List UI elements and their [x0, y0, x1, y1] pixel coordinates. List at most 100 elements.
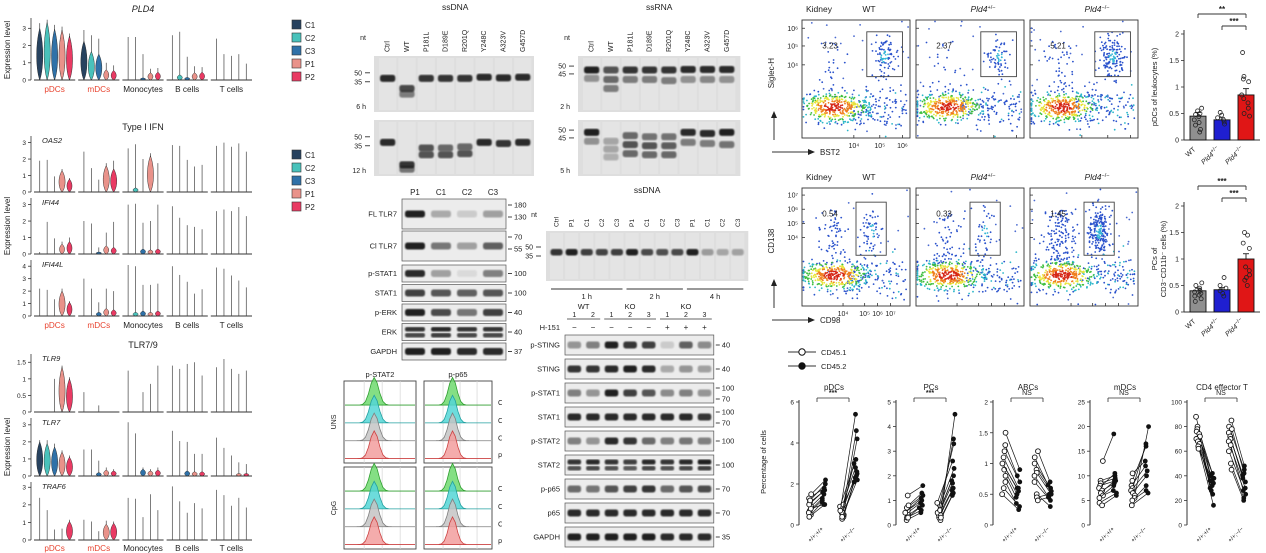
lane-label: C2: [599, 218, 606, 227]
marker-label: 45: [558, 135, 566, 142]
violin-shape: [184, 470, 190, 477]
violin-shape: [110, 470, 117, 477]
blot-band: [679, 466, 693, 471]
blot-band: [586, 485, 600, 493]
blot-label: p65: [547, 509, 560, 518]
blot-band: [405, 270, 425, 277]
gel-lane: [640, 233, 654, 279]
gel-band: [699, 140, 716, 148]
gel-band: [701, 249, 714, 256]
time-label: 12 h: [352, 168, 366, 175]
data-dot: [1246, 246, 1252, 251]
blot-band: [623, 389, 637, 397]
lane-label: Ctrl: [554, 216, 561, 227]
lane-label: P181L: [627, 32, 634, 52]
marker-label: 100: [514, 289, 527, 298]
gel-band: [603, 84, 619, 92]
filled-dot: [854, 436, 860, 442]
legend-swatch: [291, 19, 302, 30]
filled-dot: [1243, 491, 1249, 497]
data-dot: [1215, 115, 1221, 121]
flow-box: [1029, 19, 1139, 139]
open-dot: [1195, 445, 1202, 452]
gel-title: ssRNA: [646, 2, 673, 12]
open-dot: [999, 460, 1006, 467]
filled-dot: [1014, 485, 1020, 491]
gel-lane: [670, 233, 684, 279]
y-tick: 2: [984, 400, 988, 407]
marker-label: 50: [525, 245, 533, 252]
sample-label: C2: [498, 504, 502, 511]
blot-band: [623, 341, 637, 349]
blot-band: [405, 242, 425, 250]
filled-dot: [950, 490, 956, 496]
violin-shape: [103, 245, 110, 255]
violin-shape: [66, 241, 73, 255]
category-label: T cells: [220, 85, 244, 94]
gel-band: [641, 151, 658, 159]
hist-ridge-P1: [425, 430, 491, 459]
y-tick: 60: [1175, 449, 1183, 456]
y-tick: 10⁵: [787, 43, 798, 50]
pair-line: [841, 479, 858, 517]
y-tick: 20: [1078, 424, 1086, 431]
gel-lane: [398, 122, 416, 174]
category-label: Monocytes: [123, 85, 163, 94]
blot-band: [697, 341, 712, 349]
blot-box: [564, 358, 715, 380]
blot-band: [567, 459, 582, 465]
y-tick: 2: [22, 156, 26, 163]
data-dot: [1246, 79, 1252, 85]
blot-band: [567, 365, 582, 373]
filled-dot: [920, 483, 926, 489]
pair-line: [1037, 451, 1051, 483]
violin-shape: [191, 72, 198, 81]
gel-band: [622, 76, 638, 84]
filled-dot: [1013, 494, 1019, 500]
filled-dot: [822, 487, 828, 493]
blot-band: [660, 413, 675, 421]
legend-swatch: [291, 32, 302, 43]
blot-band: [405, 327, 425, 332]
violin-shape: [199, 471, 205, 477]
hist-ridge-P1: [425, 516, 491, 545]
gel-lane: [698, 58, 717, 110]
pair-line: [940, 492, 954, 518]
violin-shape: [110, 168, 117, 193]
gel-lane: [514, 122, 532, 174]
data-dot: [1195, 108, 1201, 114]
marker-label: 130: [514, 213, 527, 222]
gene-label: TLR7: [42, 418, 61, 427]
pair-line: [1005, 432, 1021, 470]
lane-label: C2: [462, 188, 473, 197]
blot-band: [679, 509, 693, 517]
pair-line: [937, 443, 955, 513]
blot-label: p-p65: [541, 485, 560, 494]
lane-label: P1: [689, 219, 696, 227]
y-tick: 3: [22, 485, 26, 492]
pair-line: [1102, 433, 1115, 462]
treatment-value: −: [591, 323, 596, 332]
gel-band: [584, 137, 600, 145]
treatment-value: −: [572, 323, 577, 332]
open-dot: [1031, 472, 1038, 479]
data-dot: [1197, 129, 1203, 135]
filled-dot: [1143, 463, 1148, 469]
open-dot: [1002, 479, 1009, 485]
filled-dot: [1017, 479, 1023, 485]
y-tick: 0.5: [979, 492, 988, 499]
blot-label: STAT1: [375, 289, 397, 298]
open-dot: [1035, 448, 1041, 455]
panel-title: Type I IFN: [122, 122, 164, 132]
gel-lane: [514, 58, 532, 110]
pair-line: [1005, 481, 1017, 504]
open-dot: [1002, 472, 1009, 479]
lane-label: G457D: [520, 30, 527, 52]
x-category: Pld4−/−: [1223, 145, 1245, 166]
y-tick: 3: [22, 276, 26, 283]
filled-dot: [853, 411, 858, 417]
chimera-paired-plots: CD45.1 CD45.2 Percentage of cells pDCs 0 2 4 6 *…: [759, 348, 1249, 544]
gate-percentage: 5.21: [1050, 41, 1066, 50]
gel-band: [719, 65, 735, 73]
filled-dot: [951, 473, 956, 479]
